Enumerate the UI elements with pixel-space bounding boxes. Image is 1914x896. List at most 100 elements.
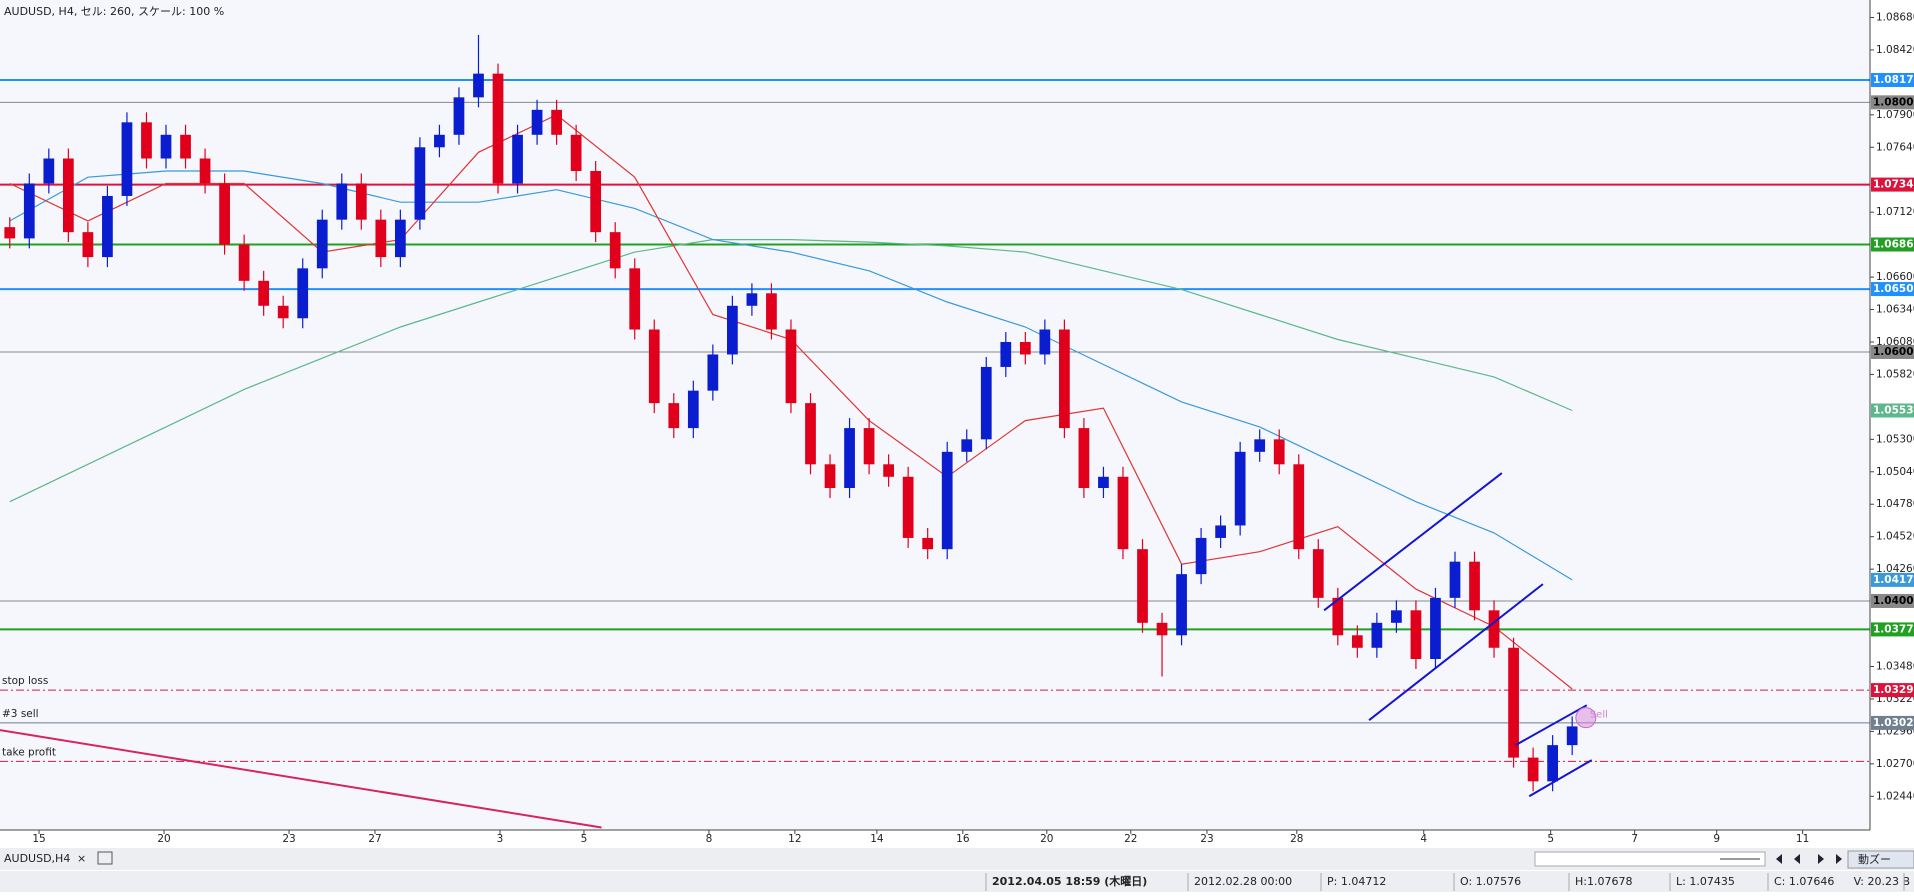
x-tick-label: 16 [956, 833, 970, 845]
candle-body [453, 97, 465, 135]
candle-body [766, 293, 777, 330]
status-item: V: 20.23 B [1854, 875, 1910, 888]
trendline [1368, 583, 1544, 721]
moving-average [9, 239, 1573, 503]
candle-body [473, 73, 484, 98]
candle-body [1039, 329, 1051, 355]
sell-label: Sell [1590, 710, 1608, 721]
y-tick-label: 1.07640 [1876, 141, 1914, 153]
candle-body [1332, 597, 1344, 636]
x-tick-label: 15 [32, 833, 45, 845]
candle-body [609, 232, 621, 269]
x-tick-label: 7 [1631, 833, 1638, 845]
y-tick-label: 1.04520 [1876, 531, 1914, 543]
candle-body [1117, 476, 1129, 550]
status-bar [0, 871, 1914, 892]
candle-body [82, 232, 94, 258]
candle-body [1019, 341, 1031, 355]
price-tag [1871, 177, 1914, 192]
candle-body [668, 403, 680, 429]
x-tick-label: 11 [1796, 833, 1809, 845]
y-tick-label: 1.07900 [1876, 109, 1914, 121]
price-tag-label: 1.03028 [1873, 717, 1914, 729]
tab-icon[interactable] [97, 851, 113, 865]
candle-body [1430, 597, 1441, 660]
candle-body [297, 268, 309, 319]
candle-body [1410, 610, 1422, 660]
candle-body [863, 428, 875, 465]
candle-body [1449, 561, 1461, 598]
price-tag [1871, 95, 1914, 110]
tab-close[interactable]: × [77, 852, 86, 865]
candle-body [1137, 549, 1148, 623]
y-tick-label: 1.06340 [1876, 304, 1914, 316]
y-tick-label: 1.02700 [1876, 758, 1914, 770]
candle-body [180, 134, 191, 159]
candle-body [1234, 451, 1246, 526]
line-text: take profit [2, 746, 56, 758]
x-tick-label: 14 [870, 833, 884, 845]
candle-body [648, 329, 660, 404]
price-tag [1871, 73, 1914, 88]
candle-body [961, 439, 973, 452]
price-tag-label: 1.03777 [1873, 623, 1914, 635]
candle-body [1566, 726, 1578, 746]
candle-body [1351, 635, 1363, 648]
y-tick-label: 1.06600 [1876, 271, 1914, 283]
y-tick-label: 1.02440 [1876, 790, 1914, 802]
candle-body [1176, 574, 1187, 636]
x-tick-label: 27 [368, 833, 381, 845]
candle-body [844, 428, 855, 489]
status-item: O: 1.07576 [1460, 875, 1521, 888]
candle-body [1195, 537, 1207, 575]
y-tick-label: 1.05820 [1876, 368, 1914, 380]
candle-body [1371, 622, 1383, 648]
candle-body [1254, 439, 1266, 452]
price-tag-label: 1.04174 [1873, 574, 1914, 586]
status-item: C: 1.07646 [1774, 875, 1834, 888]
status-item: 2012.04.05 18:59 (木曜日) [992, 874, 1147, 888]
candle-body [355, 183, 367, 220]
candle-body [141, 122, 152, 159]
candle-body [512, 134, 523, 184]
moving-average [9, 170, 1573, 581]
x-tick-label: 8 [706, 833, 713, 845]
x-tick-label: 9 [1713, 833, 1720, 845]
price-tag [1871, 683, 1914, 698]
candle-body [277, 305, 289, 319]
candle-body [62, 158, 74, 233]
candle-body [219, 183, 230, 245]
x-tick-label: 28 [1290, 833, 1303, 845]
sell-marker [1575, 707, 1597, 729]
tab-bar [0, 848, 1914, 870]
y-tick-label: 1.03480 [1876, 660, 1914, 672]
candle-body [1293, 464, 1305, 550]
price-tag-label: 1.08000 [1873, 96, 1914, 108]
x-tick-label: 22 [1124, 833, 1137, 845]
candle-body [4, 227, 16, 239]
zoom-label[interactable]: 動ズー [1858, 852, 1891, 866]
candle-body [316, 219, 328, 269]
candle-body [258, 280, 270, 306]
scrollbar[interactable] [1534, 851, 1766, 867]
zoom-button[interactable] [1847, 850, 1914, 869]
candle-body [785, 329, 797, 404]
x-tick-label: 20 [1040, 833, 1053, 845]
candle-body [1508, 647, 1519, 758]
candle-body [199, 158, 211, 184]
candle-body [1391, 610, 1402, 623]
candle-body [941, 451, 953, 550]
candle-body [1059, 329, 1070, 429]
tab-label[interactable]: AUDUSD,H4 [4, 852, 70, 865]
trendline [1323, 472, 1503, 612]
candle-body [1527, 757, 1539, 782]
price-tag [1871, 622, 1914, 637]
trendline [1515, 704, 1588, 747]
x-tick-label: 20 [157, 833, 170, 845]
status-item: 2012.02.28 00:00 [1194, 875, 1292, 888]
candle-body [102, 195, 113, 258]
